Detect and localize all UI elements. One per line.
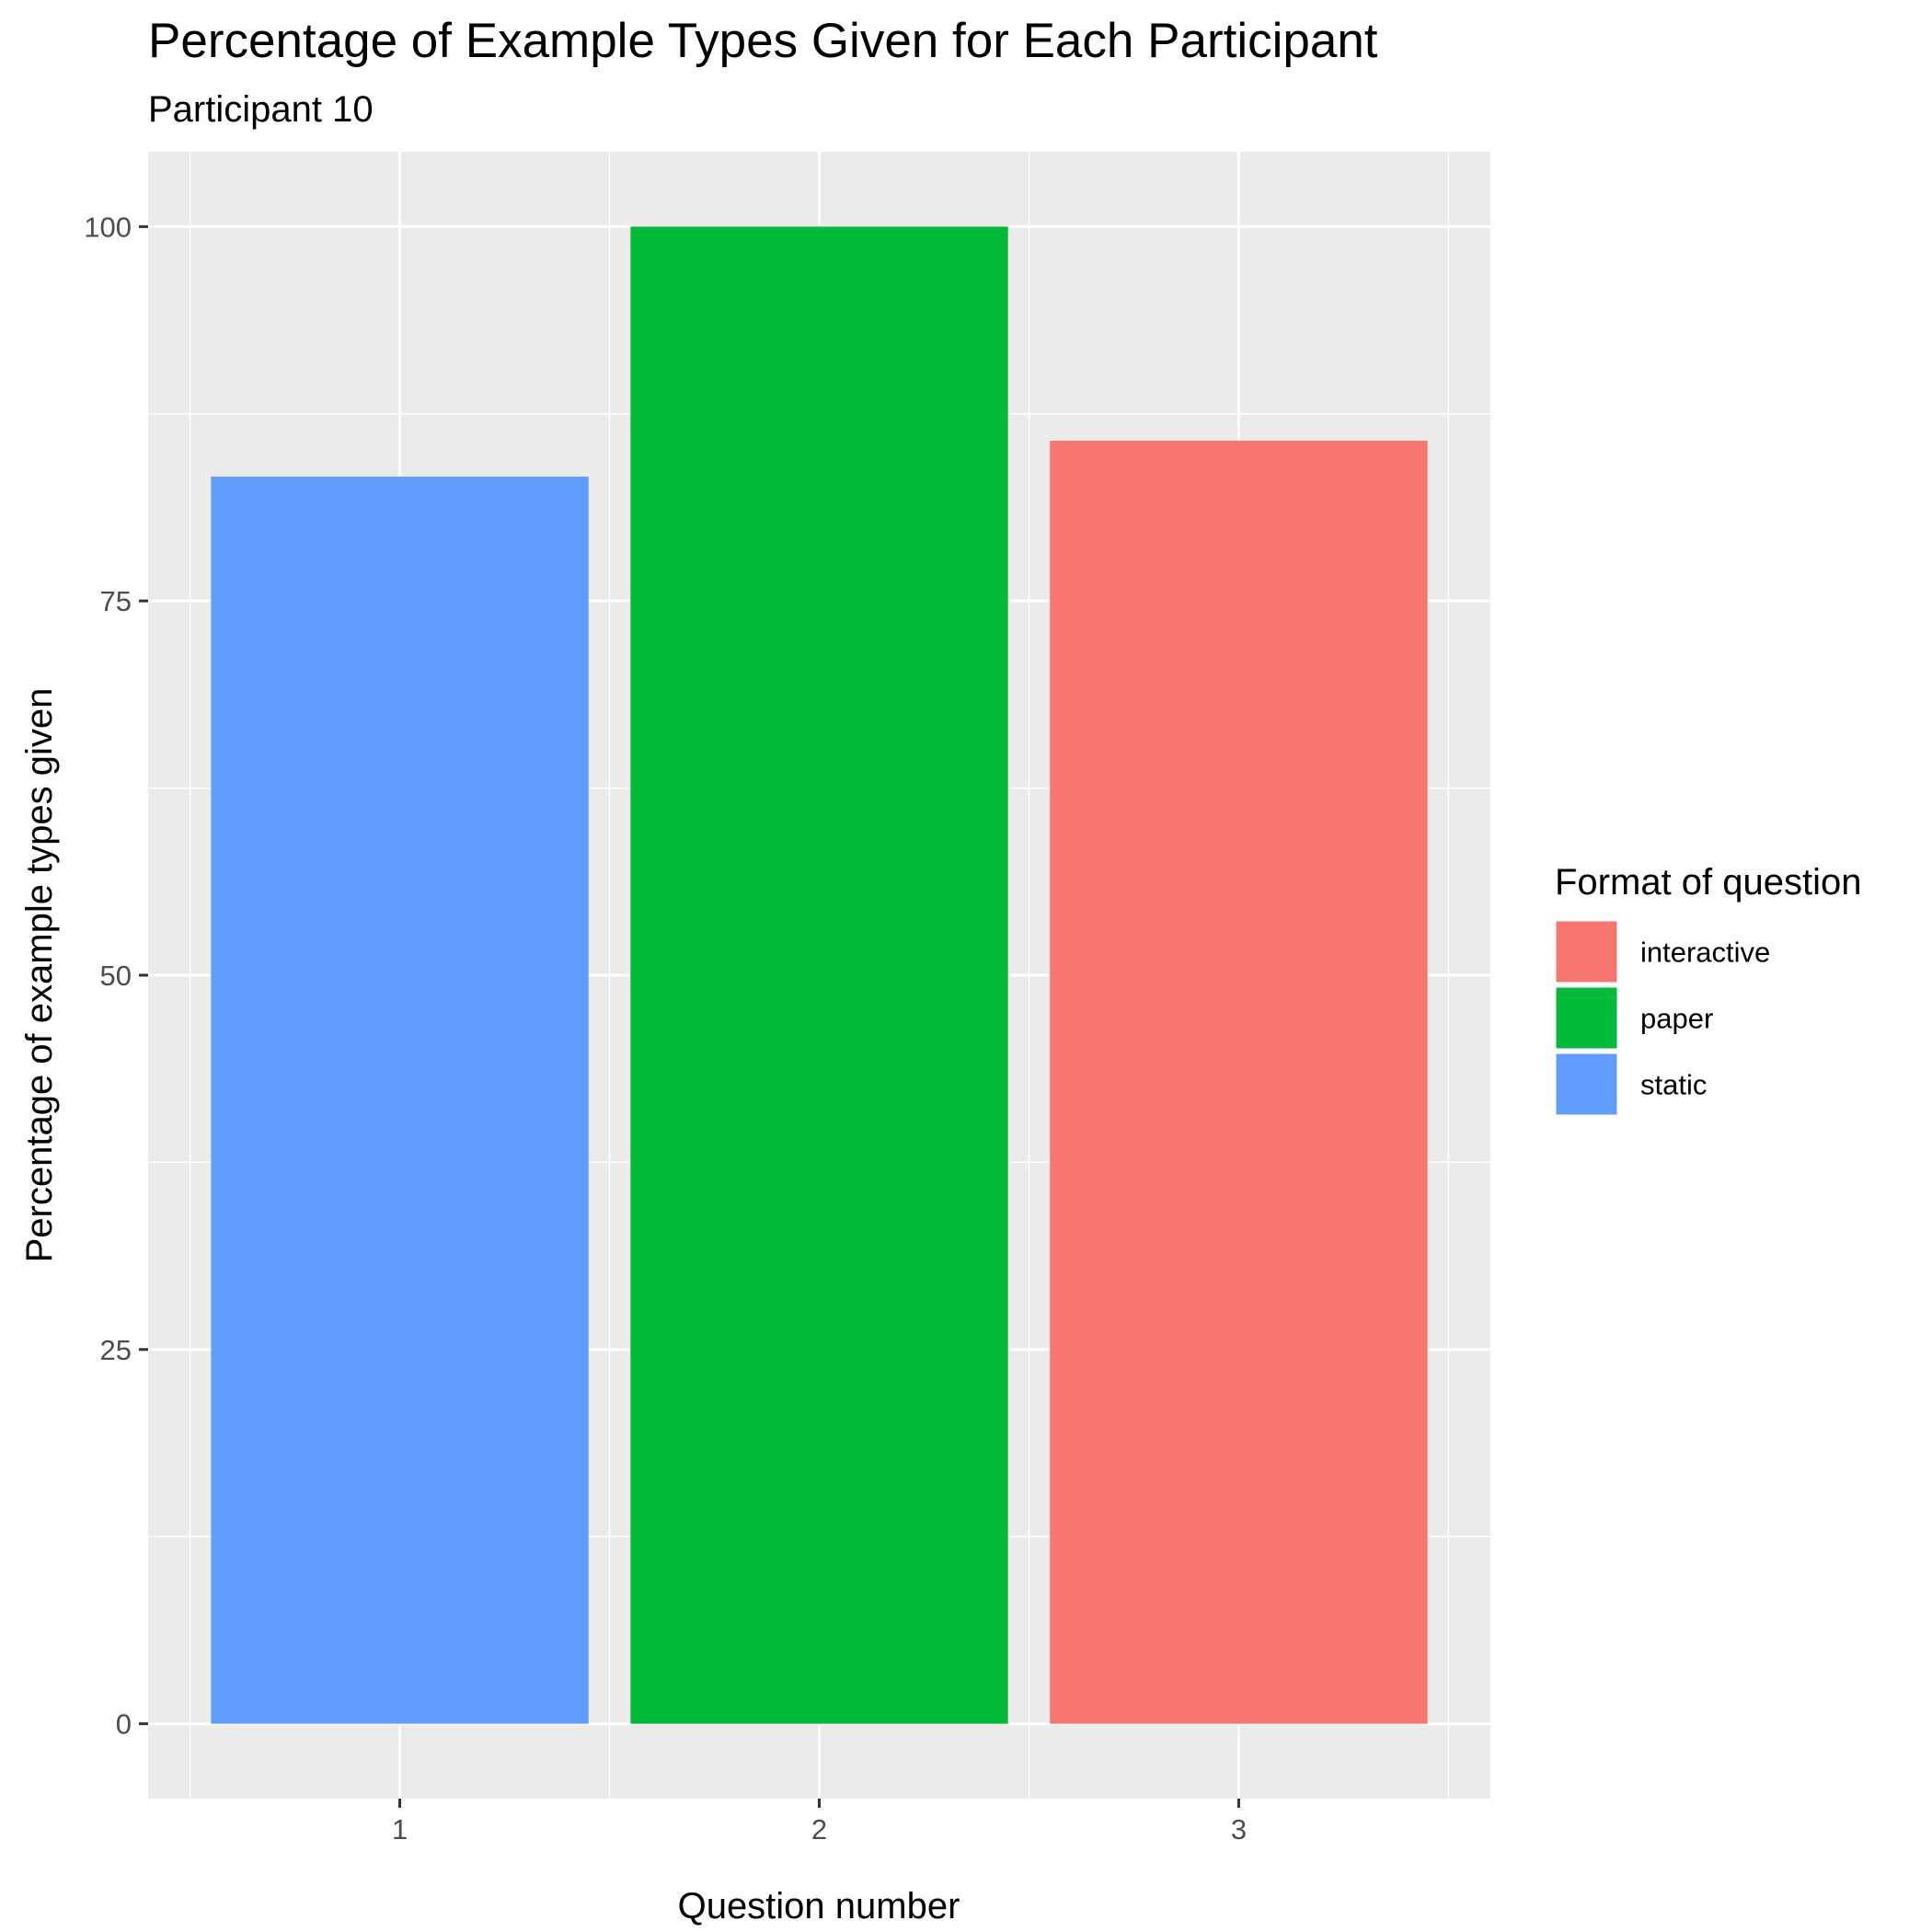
legend-label-interactive: interactive	[1640, 937, 1770, 969]
bar-question-1	[211, 477, 589, 1724]
chart-subtitle: Participant 10	[148, 89, 374, 130]
legend-label-static: static	[1640, 1069, 1707, 1101]
legend: Format of question interactive paper stati…	[1553, 862, 1862, 1118]
legend-key-paper	[1553, 984, 1620, 1052]
legend-key-interactive	[1553, 918, 1620, 985]
x-tick-label: 2	[811, 1813, 827, 1846]
y-tick-label: 75	[100, 585, 132, 617]
chart-title: Percentage of Example Types Given for Ea…	[148, 14, 1378, 68]
y-tick-label: 25	[100, 1334, 132, 1366]
x-axis: 1 2 3	[392, 1799, 1247, 1846]
x-axis-title: Question number	[678, 1886, 960, 1926]
x-tick-label: 1	[392, 1813, 408, 1846]
y-tick-label: 50	[100, 960, 132, 992]
bar-question-2	[630, 226, 1008, 1724]
y-axis-title: Percentage of example types given	[19, 688, 60, 1263]
legend-label-paper: paper	[1640, 1003, 1713, 1035]
bar-question-3	[1050, 441, 1428, 1724]
legend-key-static	[1553, 1051, 1620, 1118]
y-tick-label: 0	[116, 1708, 132, 1741]
bars	[211, 226, 1428, 1724]
y-axis: 0 25 50 75 100	[84, 211, 148, 1741]
x-tick-label: 3	[1231, 1813, 1247, 1846]
legend-entries: interactive paper static	[1553, 918, 1770, 1118]
y-tick-label: 100	[84, 211, 132, 243]
legend-title: Format of question	[1555, 862, 1862, 903]
